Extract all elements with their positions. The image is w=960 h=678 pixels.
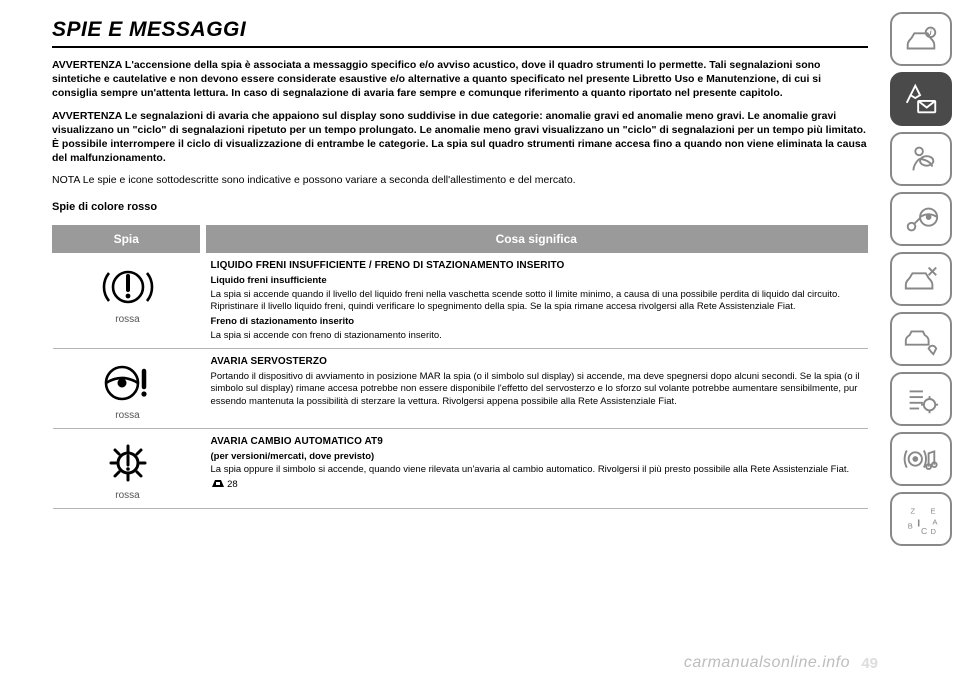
table-row: rossa AVARIA CAMBIO AUTOMATICO AT9 (per … [53, 429, 868, 509]
sidebar-item-multimedia[interactable] [890, 432, 952, 486]
spia-color: rossa [61, 489, 195, 502]
page-title: SPIE E MESSAGGI [52, 18, 868, 42]
spia-color: rossa [61, 313, 195, 326]
page-number: 49 [861, 655, 878, 672]
svg-text:B: B [908, 522, 913, 531]
desc-cell: LIQUIDO FRENI INSUFFICIENTE / FRENO DI S… [203, 253, 868, 349]
warning-para-1: AVVERTENZA L'accensione della spia è ass… [52, 58, 868, 101]
title-rule [52, 46, 868, 48]
svg-text:A: A [932, 518, 938, 527]
sidebar-item-warning-messages[interactable] [890, 72, 952, 126]
sidebar-item-specs[interactable] [890, 372, 952, 426]
power-steering-fail-icon [100, 359, 156, 407]
th-spia: Spia [53, 226, 203, 253]
note-para: NOTA Le spie e icone sottodescritte sono… [52, 173, 868, 187]
spia-cell: rossa [53, 253, 203, 349]
indicators-table: Spia Cosa significa [52, 225, 868, 509]
sidebar-item-keys-steering[interactable] [890, 192, 952, 246]
desc-cell: AVARIA SERVOSTERZO Portando il dispositi… [203, 349, 868, 429]
section-subhead: Spie di colore rosso [52, 201, 868, 213]
spia-cell: rossa [53, 349, 203, 429]
svg-text:E: E [931, 506, 936, 515]
spia-cell: rossa [53, 429, 203, 509]
sidebar-item-vehicle-info[interactable]: i [890, 12, 952, 66]
th-significa: Cosa significa [203, 226, 868, 253]
brake-warning-icon [100, 263, 156, 311]
svg-text:Z: Z [911, 506, 916, 515]
svg-text:C: C [921, 526, 927, 536]
desc-cell: AVARIA CAMBIO AUTOMATICO AT9 (per versio… [203, 429, 868, 509]
watermark: carmanualsonline.info [684, 654, 850, 672]
sidebar-item-safety[interactable] [890, 132, 952, 186]
svg-text:I: I [917, 519, 920, 530]
automatic-gearbox-fail-icon [100, 439, 156, 487]
table-row: rossa LIQUIDO FRENI INSUFFICIENTE / FREN… [53, 253, 868, 349]
sidebar-item-index[interactable]: Z E B AD IC [890, 492, 952, 546]
table-row: rossa AVARIA SERVOSTERZO Portando il dis… [53, 349, 868, 429]
sidebar-item-service[interactable] [890, 312, 952, 366]
workshop-icon [211, 477, 225, 493]
spia-color: rossa [61, 409, 195, 422]
sidebar: i Z E B AD IC [882, 0, 960, 678]
svg-text:D: D [931, 527, 937, 536]
sidebar-item-warning-lights[interactable] [890, 252, 952, 306]
warning-para-2: AVVERTENZA Le segnalazioni di avaria che… [52, 109, 868, 166]
